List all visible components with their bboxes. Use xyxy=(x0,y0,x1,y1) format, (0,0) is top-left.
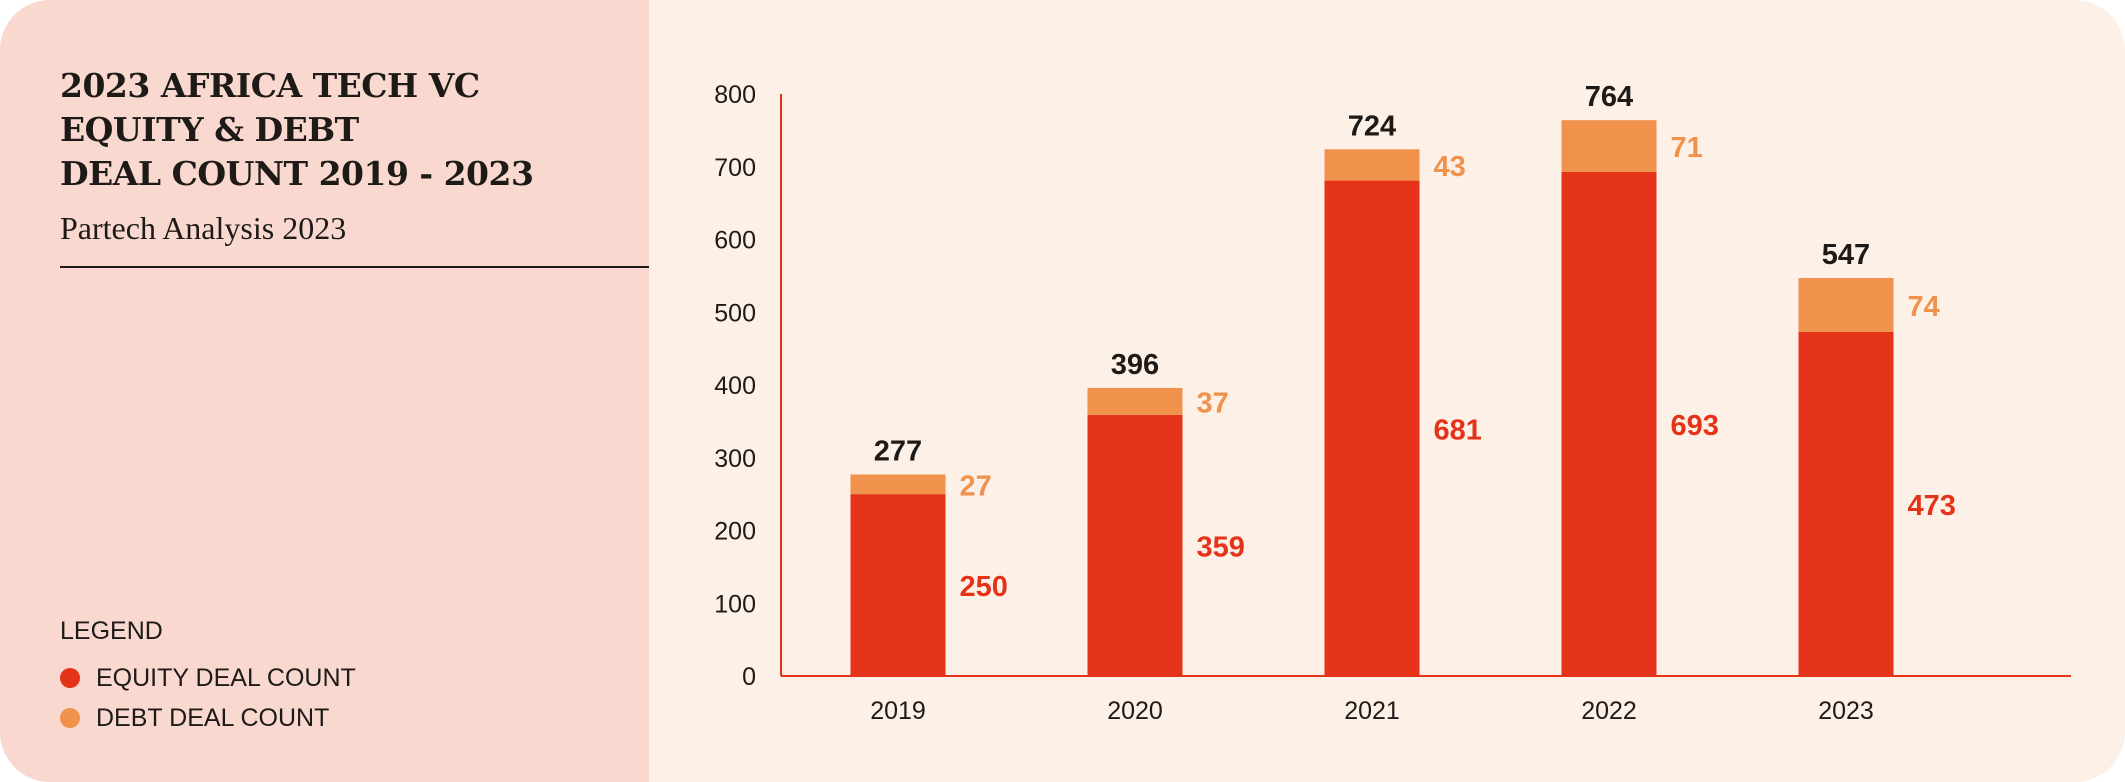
x-tick-label: 2019 xyxy=(870,697,926,725)
bar-equity xyxy=(1798,331,1894,676)
x-tick-label: 2023 xyxy=(1818,697,1874,725)
total-label: 277 xyxy=(874,435,922,467)
equity-value-label: 473 xyxy=(1908,490,1956,522)
x-tick-label: 2022 xyxy=(1581,697,1637,725)
bar-debt xyxy=(1087,387,1183,415)
total-label: 547 xyxy=(1822,239,1870,271)
info-panel: 2023 AFRICA TECH VC EQUITY & DEBT DEAL C… xyxy=(0,0,649,782)
y-tick-label: 400 xyxy=(714,372,756,400)
y-tick-label: 300 xyxy=(714,445,756,473)
total-label: 396 xyxy=(1111,349,1159,381)
x-tick-label: 2021 xyxy=(1344,697,1400,725)
total-label: 724 xyxy=(1348,110,1396,142)
debt-value-label: 71 xyxy=(1671,132,1703,164)
y-tick-label: 700 xyxy=(714,154,756,182)
equity-value-label: 693 xyxy=(1671,410,1719,442)
y-tick-label: 500 xyxy=(714,299,756,327)
bar-equity xyxy=(1324,180,1420,676)
chart-title: 2023 AFRICA TECH VC EQUITY & DEBT DEAL C… xyxy=(60,66,534,193)
bar-equity xyxy=(850,494,946,676)
equity-dot-icon xyxy=(60,668,80,688)
y-tick-label: 200 xyxy=(714,518,756,546)
total-label: 764 xyxy=(1585,81,1633,113)
legend-item-equity: EQUITY DEAL COUNT xyxy=(60,658,356,698)
bar-debt xyxy=(1324,149,1420,181)
bar-debt xyxy=(850,474,946,495)
y-tick-label: 800 xyxy=(714,81,756,109)
legend-label: EQUITY DEAL COUNT xyxy=(96,663,356,692)
divider xyxy=(60,266,649,268)
bar-debt xyxy=(1561,120,1657,172)
y-tick-label: 600 xyxy=(714,227,756,255)
bar-equity xyxy=(1087,414,1183,676)
debt-dot-icon xyxy=(60,708,80,728)
legend-label: DEBT DEAL COUNT xyxy=(96,703,330,732)
bar-debt xyxy=(1798,278,1894,332)
legend: LEGEND EQUITY DEAL COUNT DEBT DEAL COUNT xyxy=(60,617,356,738)
debt-value-label: 27 xyxy=(960,470,992,502)
legend-title: LEGEND xyxy=(60,617,163,645)
equity-value-label: 359 xyxy=(1197,531,1245,563)
bar-equity xyxy=(1561,171,1657,676)
debt-value-label: 43 xyxy=(1434,151,1466,183)
equity-value-label: 250 xyxy=(960,571,1008,603)
x-tick-label: 2020 xyxy=(1107,697,1163,725)
y-tick-label: 0 xyxy=(742,663,756,691)
debt-value-label: 74 xyxy=(1908,291,1940,323)
chart-subtitle: Partech Analysis 2023 xyxy=(60,210,347,246)
legend-item-debt: DEBT DEAL COUNT xyxy=(60,698,356,738)
debt-value-label: 37 xyxy=(1197,387,1229,419)
equity-value-label: 681 xyxy=(1434,414,1482,446)
y-tick-label: 100 xyxy=(714,590,756,618)
